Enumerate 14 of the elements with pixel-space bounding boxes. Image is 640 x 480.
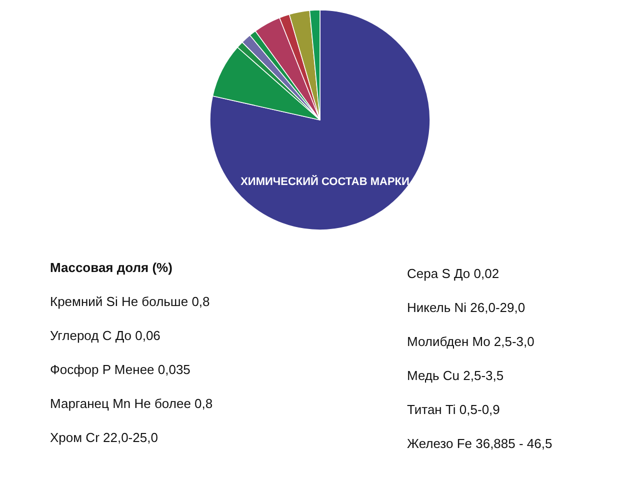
text: Никель Ni 26,0-29,0 xyxy=(407,300,526,315)
text: Марганец Mn Не более 0,8 xyxy=(50,396,213,411)
text: Фосфор P Менее 0,035 xyxy=(50,362,190,377)
pie-slice xyxy=(210,10,430,230)
text: Хром Cr 22,0-25,0 xyxy=(50,430,158,445)
text: Углерод С До 0,06 xyxy=(50,328,160,343)
text: Массовая доля (%) xyxy=(50,260,172,275)
text: Молибден Mo 2,5-3,0 xyxy=(407,334,534,349)
text: Сера S До 0,02 xyxy=(407,266,500,281)
text: Титан Ti 0,5-0,9 xyxy=(407,402,500,417)
text: Кремний Si Не больше 0,8 xyxy=(50,294,210,309)
text: Железо Fe 36,885 - 46,5 xyxy=(407,436,552,451)
text: ХИМИЧЕСКИЙ СОСТАВ МАРКИ xyxy=(240,175,410,188)
text: Медь Cu 2,5-3,5 xyxy=(407,368,504,383)
